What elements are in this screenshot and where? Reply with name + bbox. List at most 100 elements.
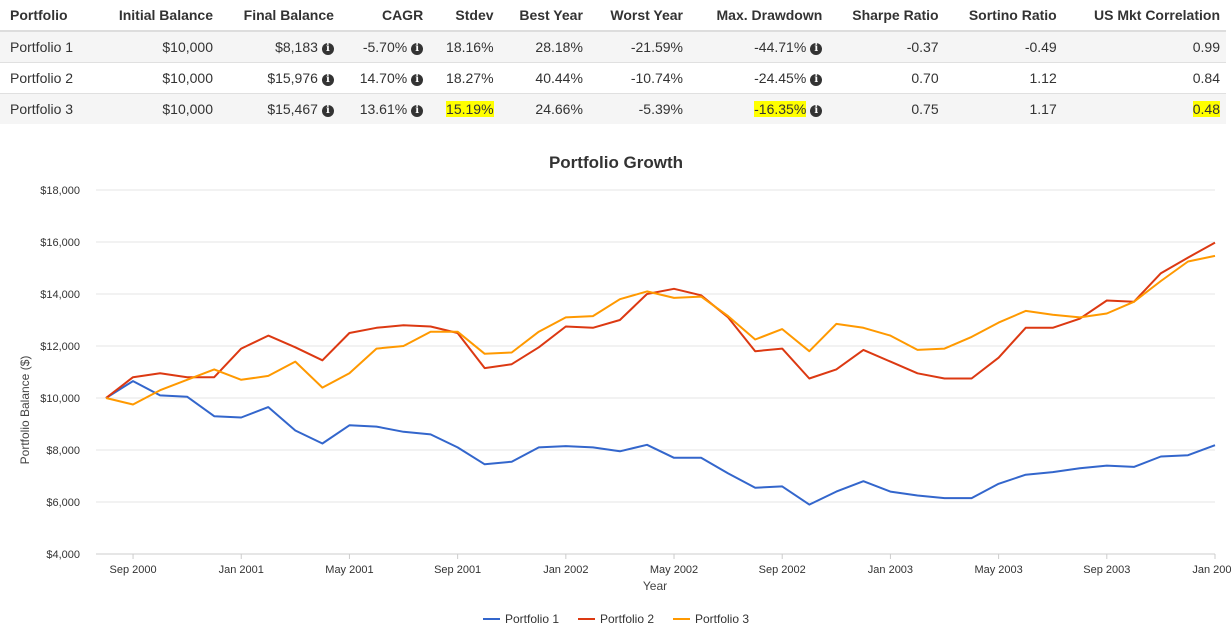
series-line-portfolio-3[interactable]	[105, 254, 1216, 406]
header-best-year[interactable]: Best Year	[499, 0, 589, 32]
cagr-value: 13.61%	[359, 101, 408, 117]
cell-cagr: 13.61% i	[339, 93, 430, 124]
x-tick-label: Sep 2003	[1083, 564, 1130, 576]
cell-cagr: 14.70% i	[339, 62, 430, 94]
cell-us-mkt-correlation: 0.99	[1062, 30, 1226, 63]
cell-us-mkt-correlation: 0.84	[1062, 62, 1226, 94]
chart-series-lines	[105, 241, 1216, 506]
header-final-balance[interactable]: Final Balance	[219, 0, 340, 32]
chart-title: Portfolio Growth	[549, 153, 683, 172]
x-tick-label: Sep 2000	[109, 564, 156, 576]
final-balance-value: $8,183	[275, 39, 318, 55]
y-tick-label: $8,000	[46, 445, 80, 457]
drawdown-value: -24.45%	[754, 70, 807, 86]
highlighted-correlation-value: 0.48	[1192, 101, 1220, 117]
chart-legend: Portfolio 1 Portfolio 2 Portfolio 3	[483, 612, 749, 626]
cell-initial-balance: $10,000	[93, 30, 219, 63]
cell-best-year: 28.18%	[499, 30, 589, 63]
cell-best-year: 40.44%	[499, 62, 589, 94]
y-tick-label: $4,000	[46, 549, 80, 561]
cell-sortino-ratio: 1.17	[944, 93, 1063, 124]
info-icon[interactable]: i	[810, 74, 823, 86]
cell-stdev: 18.16%	[429, 30, 500, 63]
cell-worst-year: -5.39%	[588, 93, 689, 124]
info-icon[interactable]: i	[321, 105, 334, 117]
info-icon[interactable]: i	[411, 105, 424, 117]
info-icon[interactable]: i	[321, 43, 334, 55]
cell-max-drawdown: -24.45% i	[689, 62, 829, 94]
cell-final-balance: $15,976 i	[219, 62, 340, 94]
drawdown-value: -44.71%	[754, 39, 807, 55]
info-icon[interactable]: i	[321, 74, 334, 86]
cell-final-balance: $15,467 i	[219, 93, 340, 124]
header-portfolio[interactable]: Portfolio	[0, 0, 94, 32]
cell-max-drawdown: -16.35% i	[689, 93, 829, 124]
header-us-mkt-correlation[interactable]: US Mkt Correlation	[1062, 0, 1226, 32]
x-tick-label: Sep 2002	[759, 564, 806, 576]
cell-max-drawdown: -44.71% i	[689, 30, 829, 63]
cell-portfolio-name: Portfolio 1	[0, 30, 94, 63]
cell-us-mkt-correlation: 0.48	[1062, 93, 1226, 124]
cell-sortino-ratio: -0.49	[944, 30, 1063, 63]
cell-portfolio-name: Portfolio 2	[0, 62, 94, 94]
cell-initial-balance: $10,000	[93, 93, 219, 124]
highlighted-stdev-value: 15.19%	[446, 101, 494, 117]
info-icon[interactable]: i	[411, 43, 424, 55]
cell-sharpe-ratio: 0.70	[828, 62, 945, 94]
cell-portfolio-name: Portfolio 3	[0, 93, 94, 124]
header-stdev[interactable]: Stdev	[429, 0, 500, 32]
y-tick-label: $6,000	[46, 497, 80, 509]
header-worst-year[interactable]: Worst Year	[588, 0, 689, 32]
y-tick-label: $16,000	[40, 237, 80, 249]
y-axis-label: Portfolio Balance ($)	[18, 356, 32, 465]
table-row: Portfolio 3 $10,000 $15,467 i 13.61% i 15.…	[0, 93, 1226, 124]
legend-item-portfolio-2[interactable]: Portfolio 2	[600, 612, 654, 626]
x-tick-label: Jan 2004	[1192, 564, 1231, 576]
chart-gridlines	[96, 189, 1215, 555]
series-line-portfolio-2[interactable]	[105, 241, 1216, 399]
header-max-drawdown[interactable]: Max. Drawdown	[689, 0, 829, 32]
table-row: Portfolio 2 $10,000 $15,976 i 14.70% i 18.…	[0, 62, 1226, 94]
cell-cagr: -5.70% i	[339, 30, 430, 63]
series-line-portfolio-1[interactable]	[105, 380, 1216, 506]
y-tick-label: $18,000	[40, 185, 80, 197]
header-sharpe-ratio[interactable]: Sharpe Ratio	[828, 0, 945, 32]
cagr-value: 14.70%	[359, 70, 408, 86]
final-balance-value: $15,467	[267, 101, 318, 117]
cell-stdev: 18.27%	[429, 62, 500, 94]
portfolio-summary-table: Portfolio Initial Balance Final Balance …	[0, 0, 1226, 124]
header-cagr[interactable]: CAGR	[339, 0, 430, 32]
info-icon[interactable]: i	[810, 105, 823, 117]
x-tick-label: Sep 2001	[434, 564, 481, 576]
portfolio-growth-chart: Portfolio Growth $4,000 $6,000 $8,000 $10,0…	[18, 153, 1231, 626]
cell-sortino-ratio: 1.12	[944, 62, 1063, 94]
final-balance-value: $15,976	[267, 70, 318, 86]
x-tick-label: Jan 2002	[543, 564, 588, 576]
cell-sharpe-ratio: -0.37	[828, 30, 945, 63]
y-tick-label: $12,000	[40, 341, 80, 353]
legend-item-portfolio-3[interactable]: Portfolio 3	[695, 612, 749, 626]
y-tick-label: $14,000	[40, 289, 80, 301]
cell-best-year: 24.66%	[499, 93, 589, 124]
table-header-row: Portfolio Initial Balance Final Balance …	[0, 0, 1226, 32]
y-tick-label: $10,000	[40, 393, 80, 405]
x-axis-label: Year	[643, 579, 667, 593]
header-sortino-ratio[interactable]: Sortino Ratio	[944, 0, 1063, 32]
table-row: Portfolio 1 $10,000 $8,183 i -5.70% i 18.1…	[0, 30, 1226, 63]
cell-final-balance: $8,183 i	[219, 30, 340, 63]
info-icon[interactable]: i	[411, 74, 424, 86]
cell-sharpe-ratio: 0.75	[828, 93, 945, 124]
x-tick-label: May 2001	[325, 564, 373, 576]
x-tick-label: Jan 2001	[219, 564, 264, 576]
header-initial-balance[interactable]: Initial Balance	[93, 0, 219, 32]
cell-stdev: 15.19%	[429, 93, 500, 124]
info-icon[interactable]: i	[810, 43, 823, 55]
legend-item-portfolio-1[interactable]: Portfolio 1	[505, 612, 559, 626]
x-tick-label: May 2003	[974, 564, 1022, 576]
cell-worst-year: -21.59%	[588, 30, 689, 63]
x-axis-ticks: Sep 2000 Jan 2001 May 2001 Sep 2001 Jan 2002…	[109, 554, 1231, 576]
y-axis-ticks: $4,000 $6,000 $8,000 $10,000 $12,000 $14,000 $…	[40, 185, 80, 561]
highlighted-drawdown-value: -16.35%	[754, 101, 807, 117]
x-tick-label: Jan 2003	[868, 564, 913, 576]
cagr-value: -5.70%	[362, 39, 408, 55]
